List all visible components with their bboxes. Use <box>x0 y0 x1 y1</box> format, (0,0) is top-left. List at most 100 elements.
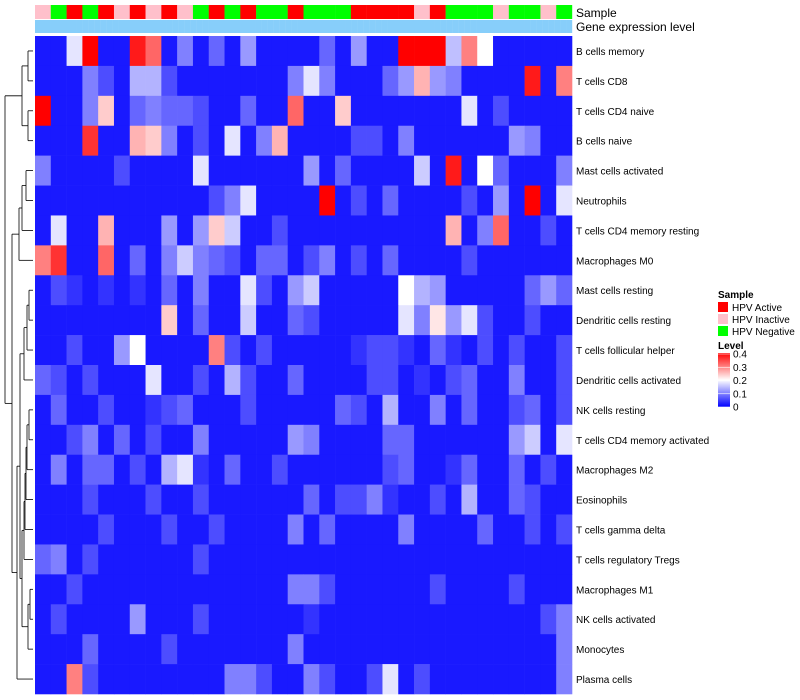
heatmap-cell <box>524 155 541 186</box>
heatmap-cell <box>366 245 383 276</box>
heatmap-cell <box>66 604 83 635</box>
heatmap-cell <box>208 275 225 306</box>
heatmap-cell <box>477 245 494 276</box>
heatmap-cell <box>461 454 478 485</box>
heatmap-cell <box>224 245 241 276</box>
heatmap-cell <box>414 95 431 127</box>
heatmap-cell <box>271 604 289 635</box>
row-label: NK cells resting <box>576 406 645 417</box>
heatmap-cell <box>461 125 478 156</box>
heatmap-cell <box>287 185 304 216</box>
sample-annotation-cell <box>445 5 462 19</box>
heatmap-cell <box>382 185 399 216</box>
heatmap-cell <box>303 424 320 456</box>
heatmap-cell <box>556 484 573 515</box>
heatmap-cell <box>129 125 146 156</box>
expression-annotation-cell <box>333 20 340 33</box>
heatmap-cell <box>540 245 557 276</box>
heatmap-cell <box>129 604 146 635</box>
heatmap-cell <box>161 155 178 186</box>
heatmap-cell <box>335 215 352 246</box>
heatmap-cell <box>271 574 289 605</box>
heatmap-cell <box>366 185 383 216</box>
expression-annotation-cell <box>160 20 167 33</box>
heatmap-cell <box>414 424 431 456</box>
heatmap-cell <box>493 245 510 276</box>
heatmap-cell <box>398 514 415 545</box>
heatmap-cell <box>366 604 383 635</box>
heatmap-cell <box>508 424 525 456</box>
sample-annotation-cell <box>50 5 67 19</box>
expression-annotation-cell <box>369 20 376 33</box>
heatmap-cell <box>35 394 52 426</box>
heatmap-cell <box>177 574 194 605</box>
heatmap-cell <box>35 664 52 695</box>
heatmap-cell <box>50 155 67 186</box>
heatmap-cell <box>113 185 131 216</box>
heatmap-cell <box>287 365 304 396</box>
heatmap-cell <box>508 514 525 545</box>
expression-annotation-cell <box>345 20 352 33</box>
expression-annotation-cell <box>464 20 471 33</box>
heatmap-cell <box>477 514 494 545</box>
heatmap-cell <box>271 454 289 485</box>
heatmap-cell <box>414 365 431 396</box>
heatmap-cell <box>113 574 131 605</box>
heatmap-cell <box>540 215 557 246</box>
heatmap-cell <box>271 275 289 306</box>
heatmap-cell <box>540 155 557 186</box>
heatmap-cell <box>98 484 115 515</box>
expression-annotation-cell <box>488 20 495 33</box>
heatmap-cell <box>477 275 494 306</box>
heatmap-cell <box>240 305 257 336</box>
heatmap-cell <box>145 574 162 605</box>
heatmap-cell <box>303 335 320 366</box>
heatmap-cell <box>303 454 320 485</box>
heatmap-cell <box>35 365 52 396</box>
heatmap-cell <box>82 514 99 545</box>
expression-annotation-cell <box>255 20 262 33</box>
heatmap-cell <box>429 185 446 216</box>
sample-annotation-cell <box>508 5 525 19</box>
heatmap-cell <box>477 305 494 336</box>
heatmap-cell <box>35 245 52 276</box>
heatmap-cell <box>192 95 210 127</box>
heatmap-cell <box>271 514 289 545</box>
heatmap-cell <box>271 394 289 426</box>
heatmap-cell <box>113 514 131 545</box>
heatmap-cell <box>556 305 573 336</box>
heatmap-cell <box>82 574 99 605</box>
heatmap-cell <box>335 604 352 635</box>
heatmap-cell <box>145 365 162 396</box>
heatmap-cell <box>319 155 336 186</box>
heatmap-cell <box>35 65 52 97</box>
heatmap-cell <box>429 574 446 605</box>
heatmap-cell <box>287 394 304 426</box>
heatmap-cell <box>35 275 52 306</box>
heatmap-cell <box>319 275 336 306</box>
expression-annotation-cell <box>267 20 274 33</box>
heatmap-cell <box>556 155 573 186</box>
heatmap-cell <box>366 664 383 695</box>
heatmap-cell <box>98 664 115 695</box>
row-label: Macrophages M2 <box>576 466 654 477</box>
heatmap-cell <box>287 454 304 485</box>
heatmap-cell <box>398 245 415 276</box>
heatmap-cell <box>50 185 67 216</box>
heatmap-cell <box>35 36 52 67</box>
heatmap-cell <box>350 514 367 545</box>
heatmap-cell <box>129 36 146 67</box>
heatmap-cell <box>398 454 415 485</box>
heatmap-cell <box>508 185 525 216</box>
heatmap-cell <box>66 155 83 186</box>
heatmap-cell <box>319 424 336 456</box>
heatmap-cell <box>414 484 431 515</box>
heatmap-cell <box>461 65 478 97</box>
row-label: T cells regulatory Tregs <box>576 555 680 566</box>
heatmap-cell <box>240 65 257 97</box>
heatmap-cell <box>508 155 525 186</box>
heatmap-cell <box>429 365 446 396</box>
heatmap-cell <box>414 185 431 216</box>
heatmap-cell <box>129 335 146 366</box>
heatmap-cell <box>303 275 320 306</box>
